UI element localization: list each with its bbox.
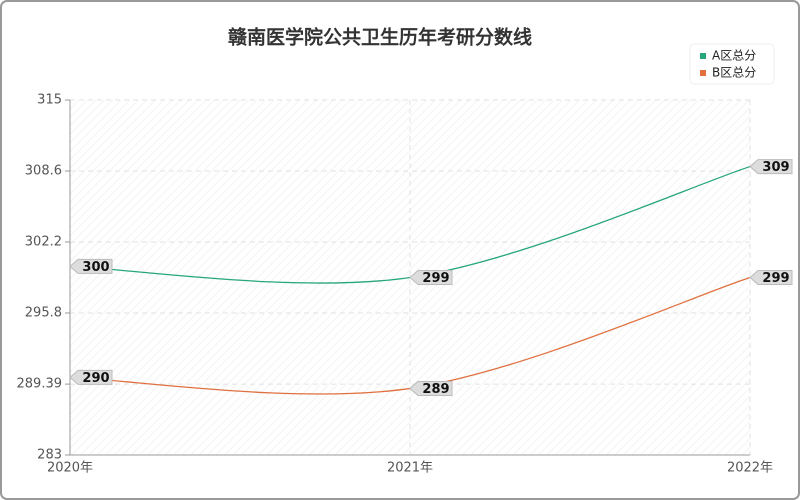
legend	[689, 43, 775, 85]
data-label-bg	[749, 159, 793, 175]
data-label-bg	[749, 270, 793, 285]
data-label-bg	[69, 258, 113, 274]
x-tick-label: 2020年	[47, 461, 93, 476]
y-tick-label: 289.39	[17, 377, 63, 392]
data-label-bg	[409, 380, 453, 396]
data-label: 289	[422, 382, 449, 397]
y-tick-label: 302.2	[25, 235, 62, 250]
y-tick-label: 295.8	[25, 306, 62, 321]
y-tick-label: 308.6	[25, 164, 62, 179]
data-label-bg	[69, 369, 113, 385]
legend-swatch	[700, 70, 706, 76]
data-label: 290	[82, 371, 109, 386]
x-tick-label: 2022年	[727, 461, 773, 476]
legend-swatch	[700, 53, 706, 59]
legend-label: B区总分	[712, 66, 756, 80]
chart-title: 赣南医学院公共卫生历年考研分数线	[228, 26, 532, 49]
data-label: 300	[82, 260, 109, 275]
legend-label: A区总分	[712, 49, 756, 63]
y-tick-label: 283	[37, 448, 62, 463]
data-label-bg	[409, 270, 453, 285]
x-tick-label: 2021年	[387, 461, 433, 476]
data-label: 299	[762, 271, 789, 286]
data-label: 299	[422, 271, 449, 286]
y-tick-label: 315	[37, 93, 62, 108]
data-label: 309	[762, 160, 789, 175]
